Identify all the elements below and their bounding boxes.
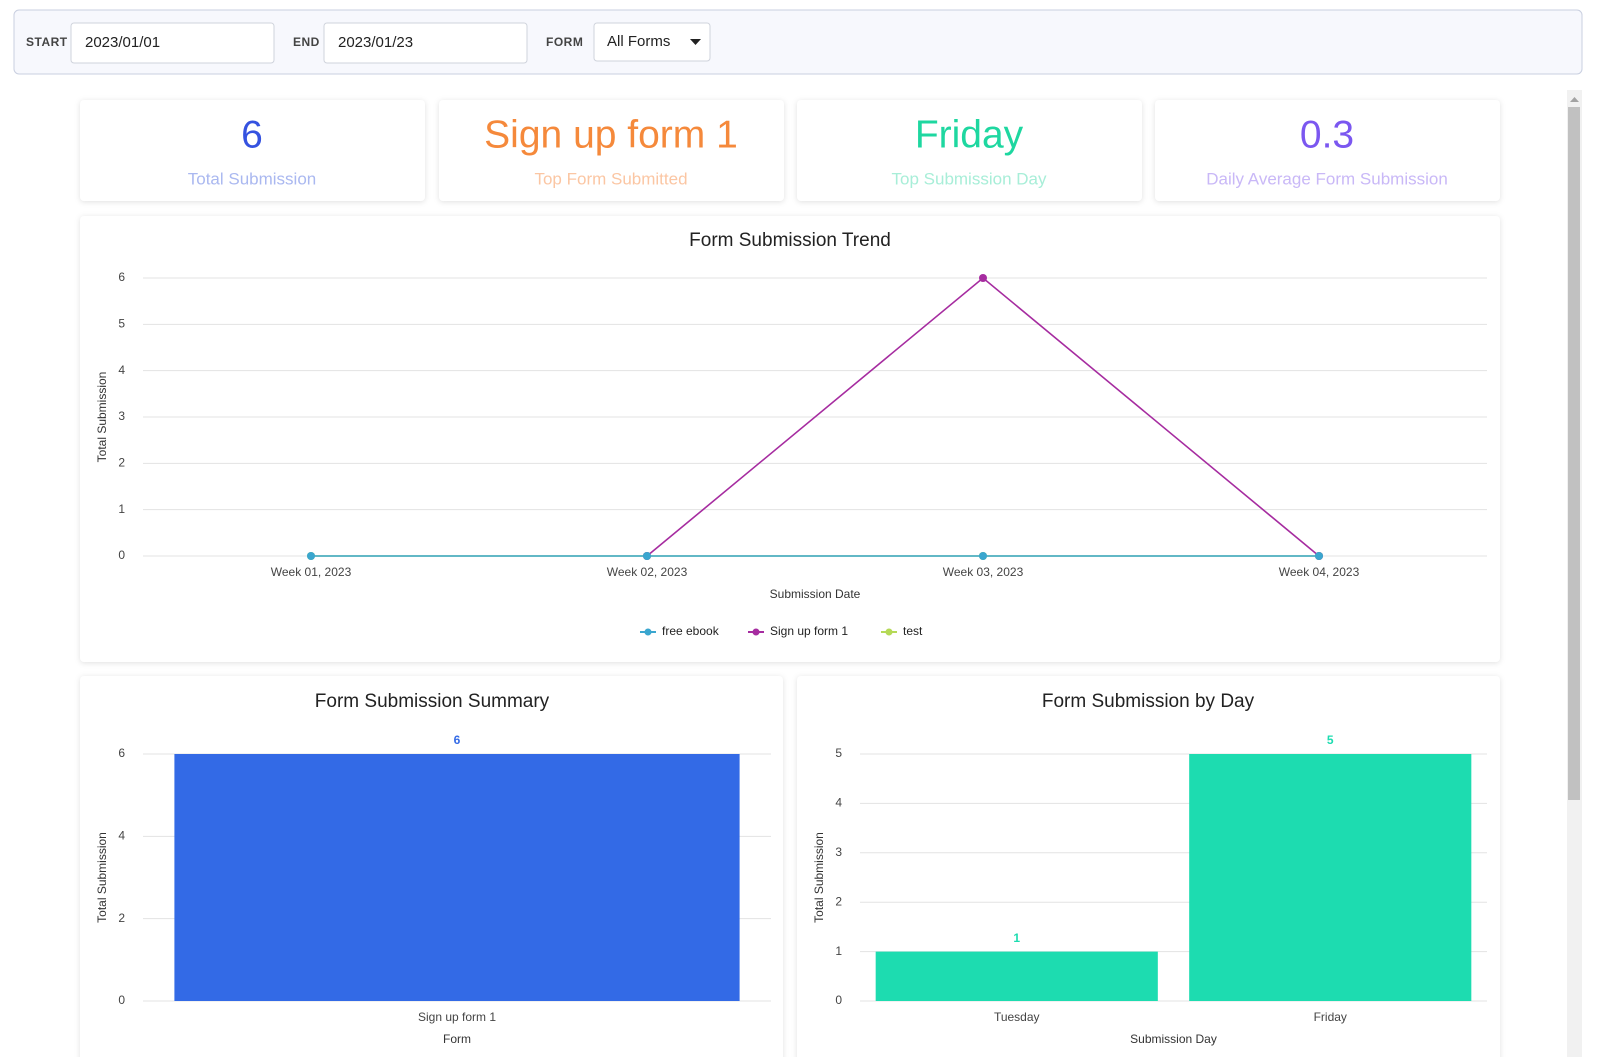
legend-marker — [752, 628, 760, 636]
data-point — [979, 274, 987, 282]
legend-label: free ebook — [662, 624, 720, 638]
stat-value: 0.3 — [1300, 113, 1354, 156]
stat-card — [797, 100, 1142, 201]
form-value[interactable]: All Forms — [607, 33, 670, 50]
x-axis-label: Submission Date — [770, 587, 861, 601]
y-tick-label: 0 — [118, 548, 125, 562]
stat-value: 6 — [241, 113, 263, 156]
legend-marker — [644, 628, 652, 636]
data-point — [1315, 552, 1323, 560]
y-tick-label: 4 — [118, 829, 125, 843]
x-tick-label: Week 04, 2023 — [1279, 565, 1360, 579]
stat-card — [1155, 100, 1500, 201]
dropdown-caret[interactable] — [690, 39, 701, 45]
start-value[interactable]: 2023/01/01 — [85, 34, 160, 51]
end-value[interactable]: 2023/01/23 — [338, 34, 413, 51]
y-tick-label: 4 — [118, 363, 125, 377]
y-axis-label: Total Submission — [95, 372, 109, 463]
y-axis-label: Total Submission — [812, 832, 826, 923]
y-tick-label: 4 — [835, 796, 842, 810]
end-label: END — [293, 35, 320, 49]
legend-marker — [885, 628, 893, 636]
x-tick-label: Friday — [1314, 1010, 1347, 1024]
bar — [875, 951, 1158, 1001]
bar — [174, 754, 740, 1001]
data-point — [979, 552, 987, 560]
start-label: START — [26, 35, 68, 49]
y-tick-label: 6 — [118, 746, 125, 760]
data-label: 6 — [454, 733, 461, 747]
x-tick-label: Tuesday — [994, 1010, 1040, 1024]
x-axis-label: Submission Day — [1130, 1032, 1217, 1046]
stat-label: Top Submission Day — [892, 169, 1047, 188]
y-tick-label: 3 — [835, 845, 842, 859]
chart-title: Form Submission by Day — [1042, 691, 1255, 712]
y-tick-label: 1 — [118, 502, 125, 516]
data-point — [307, 552, 315, 560]
form-select[interactable] — [593, 22, 711, 62]
stat-card — [80, 100, 425, 201]
data-label: 5 — [1327, 733, 1334, 747]
form-label: FORM — [546, 35, 583, 49]
stat-card — [439, 100, 784, 201]
stat-label: Top Form Submitted — [534, 169, 687, 188]
stat-value: Friday — [915, 113, 1024, 156]
stat-label: Daily Average Form Submission — [1206, 169, 1448, 188]
x-tick-label: Week 02, 2023 — [607, 565, 688, 579]
y-tick-label: 0 — [835, 993, 842, 1007]
y-tick-label: 2 — [835, 894, 842, 908]
scrollbar-thumb[interactable] — [1568, 107, 1580, 800]
y-tick-label: 5 — [835, 746, 842, 760]
y-tick-label: 1 — [835, 944, 842, 958]
start-input[interactable] — [70, 22, 275, 64]
y-tick-label: 3 — [118, 409, 125, 423]
data-point — [643, 552, 651, 560]
bar — [1189, 754, 1472, 1001]
end-input[interactable] — [323, 22, 528, 64]
chart-title: Form Submission Trend — [689, 230, 891, 251]
y-tick-label: 5 — [118, 317, 125, 331]
legend-label: Sign up form 1 — [770, 624, 848, 638]
x-tick-label: Week 01, 2023 — [271, 565, 352, 579]
x-axis-label: Form — [443, 1032, 471, 1046]
scroll-up[interactable] — [1570, 97, 1579, 102]
x-tick-label: Week 03, 2023 — [943, 565, 1024, 579]
chart-title: Form Submission Summary — [315, 691, 550, 712]
y-axis-label: Total Submission — [95, 832, 109, 923]
data-label: 1 — [1013, 931, 1020, 945]
chart-panel — [80, 216, 1500, 662]
stat-label: Total Submission — [188, 169, 317, 188]
y-tick-label: 6 — [118, 270, 125, 284]
stat-value: Sign up form 1 — [484, 113, 738, 156]
y-tick-label: 0 — [118, 993, 125, 1007]
x-tick-label: Sign up form 1 — [418, 1010, 496, 1024]
legend-label: test — [903, 624, 923, 638]
y-tick-label: 2 — [118, 456, 125, 470]
y-tick-label: 2 — [118, 911, 125, 925]
